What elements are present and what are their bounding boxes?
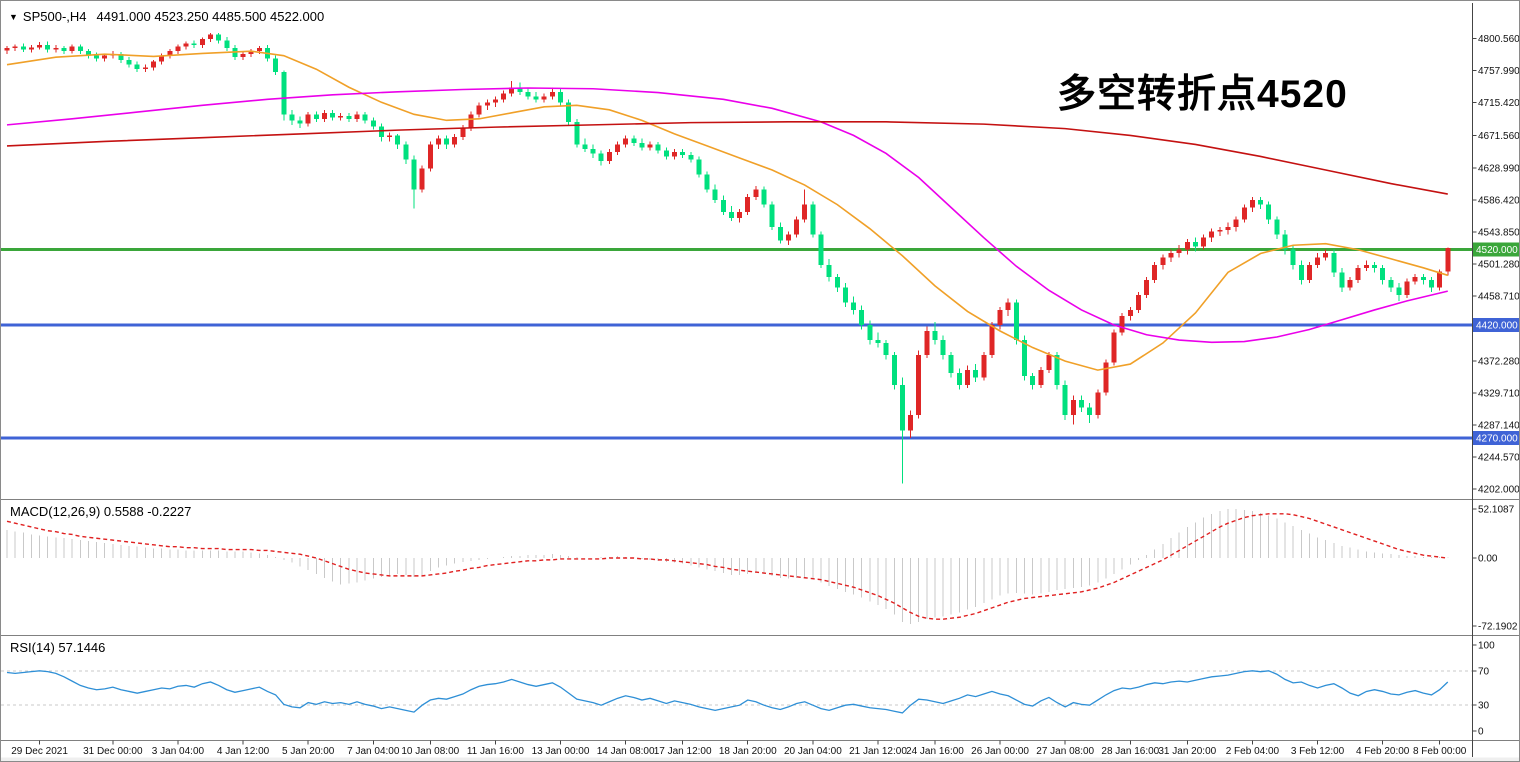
x-tick-label: 10 Jan 08:00	[401, 746, 459, 757]
y-tick-label: 30	[1478, 701, 1490, 712]
x-tick-label: 3 Jan 04:00	[152, 746, 205, 757]
value-axis[interactable]: 4800.560 4757.990 4715.420 4671.560 4628.990…	[1472, 3, 1520, 757]
y-tick-label: 4202.000	[1478, 484, 1520, 495]
y-tick-label: 4800.560	[1478, 34, 1520, 45]
y-tick-label: 4715.420	[1478, 98, 1520, 109]
x-tick-label: 4 Feb 20:00	[1356, 746, 1410, 757]
x-tick-label: 2 Feb 04:00	[1226, 746, 1280, 757]
rsi-indicator-label: RSI(14) 57.1446	[10, 640, 106, 655]
x-tick-label: 26 Jan 00:00	[971, 746, 1029, 757]
x-tick-label: 18 Jan 20:00	[719, 746, 777, 757]
y-tick-label: 4628.990	[1478, 163, 1520, 174]
symbol-timeframe-label: SP500-,H4	[22, 9, 87, 24]
ma-fast-line	[6, 50, 1449, 371]
macd-indicator-label: MACD(12,26,9) 0.5588 -0.2227	[10, 504, 192, 519]
x-tick-label: 24 Jan 16:00	[906, 746, 964, 757]
y-tick-label: 100	[1478, 640, 1495, 651]
y-tick-label: 4586.420	[1478, 195, 1520, 206]
horizontal-level-lines	[1, 248, 1473, 440]
price-tag-label: 4520.000	[1476, 245, 1518, 256]
y-tick-label: 4372.280	[1478, 356, 1520, 367]
x-tick-label: 5 Jan 20:00	[282, 746, 335, 757]
x-tick-label: 13 Jan 00:00	[532, 746, 590, 757]
price-tag-label: 4270.000	[1476, 433, 1518, 444]
x-tick-label: 14 Jan 08:00	[597, 746, 655, 757]
x-tick-label: 4 Jan 12:00	[217, 746, 270, 757]
x-tick-label: 31 Jan 20:00	[1158, 746, 1216, 757]
candlestick-series	[4, 33, 1451, 484]
x-tick-label: 17 Jan 12:00	[654, 746, 712, 757]
ma-slow-line	[6, 121, 1448, 195]
x-tick-label: 27 Jan 08:00	[1036, 746, 1094, 757]
x-tick-label: 29 Dec 2021	[11, 746, 68, 757]
y-tick-label: -72.1902	[1478, 621, 1518, 632]
symbol-marker-icon: ▼	[9, 12, 18, 22]
y-tick-label: 0.00	[1478, 554, 1498, 565]
y-tick-label: 4671.560	[1478, 131, 1520, 142]
x-tick-label: 31 Dec 00:00	[83, 746, 143, 757]
annotation-text: 多空转折点4520	[1057, 73, 1348, 116]
macd-histogram-series	[6, 509, 1449, 624]
ma-mid-line	[6, 87, 1448, 344]
y-tick-label: 4244.570	[1478, 452, 1520, 463]
x-tick-label: 7 Jan 04:00	[347, 746, 400, 757]
y-tick-label: 52.1087	[1478, 504, 1515, 515]
y-tick-label: 4757.990	[1478, 66, 1520, 77]
x-tick-label: 3 Feb 12:00	[1291, 746, 1345, 757]
y-tick-label: 4287.140	[1478, 420, 1520, 431]
y-tick-label: 0	[1478, 727, 1484, 738]
y-tick-label: 4458.710	[1478, 291, 1520, 302]
rsi-line	[6, 670, 1449, 714]
price-level-tags: 4520.000 4420.000 4270.000	[1473, 242, 1519, 445]
rsi-level-lines	[1, 670, 1473, 706]
y-tick-label: 4501.280	[1478, 259, 1520, 270]
macd-signal-line	[6, 513, 1448, 620]
x-tick-label: 28 Jan 16:00	[1101, 746, 1159, 757]
panel-separators	[1, 499, 1519, 761]
y-tick-label: 4543.850	[1478, 227, 1520, 238]
x-tick-label: 11 Jan 16:00	[467, 746, 525, 757]
ohlc-readout: 4491.000 4523.250 4485.500 4522.000	[96, 9, 325, 24]
time-axis[interactable]: 29 Dec 2021 31 Dec 00:00 3 Jan 04:00 4 Jan …	[11, 740, 1467, 758]
x-tick-label: 20 Jan 04:00	[784, 746, 842, 757]
y-tick-label: 4329.710	[1478, 388, 1520, 399]
price-tag-label: 4420.000	[1476, 320, 1518, 331]
x-tick-label: 21 Jan 12:00	[849, 746, 907, 757]
chart-title-bar: ▼ SP500-,H4 4491.000 4523.250 4485.500 452…	[9, 9, 324, 24]
y-tick-label: 70	[1478, 666, 1490, 677]
x-tick-label: 8 Feb 00:00	[1413, 746, 1467, 757]
